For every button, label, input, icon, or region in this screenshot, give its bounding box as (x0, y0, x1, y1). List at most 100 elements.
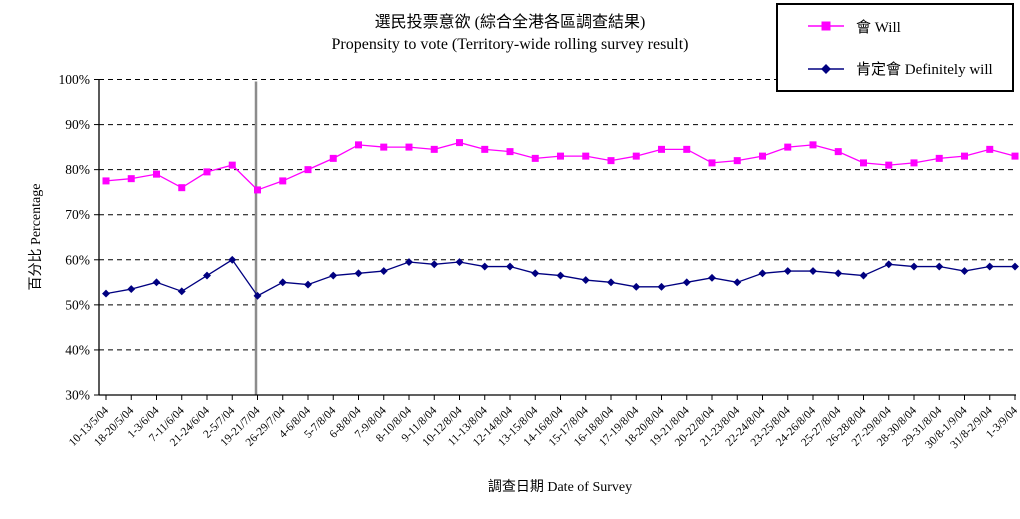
series-1-marker (960, 267, 969, 276)
legend-item-will: 會 Will (808, 16, 1012, 37)
legend-label-definitely-will: 肯定會 Definitely will (856, 62, 993, 79)
series-1-marker (859, 271, 868, 280)
series-1-marker (253, 291, 262, 300)
magenta-line-square-marker-icon (808, 21, 844, 31)
series-1-marker (405, 258, 413, 266)
series-0-marker (733, 157, 741, 165)
series-0-marker (228, 161, 236, 169)
series-1-marker (228, 255, 237, 264)
series-1-marker (177, 287, 186, 296)
series-0-marker (153, 170, 160, 178)
series-0-marker (582, 152, 590, 160)
data-series (102, 139, 1019, 300)
series-1-marker (834, 269, 843, 278)
series-0-marker (380, 143, 388, 151)
series-0-marker (961, 152, 968, 160)
series-1-marker (304, 280, 312, 289)
series-0-marker (355, 141, 362, 149)
series-0-marker (203, 168, 211, 176)
series-0-marker (910, 159, 918, 167)
series-0-marker (860, 159, 867, 167)
legend-item-definitely-will: 肯定會 Definitely will (808, 58, 1012, 79)
series-0-marker (683, 145, 691, 153)
chart-title-block: 選民投票意欲 (綜合全港各區調查結果) Propensity to vote (… (0, 12, 1020, 55)
series-1-marker (379, 267, 388, 276)
series-0-marker (557, 152, 564, 160)
series-1-marker (329, 271, 338, 280)
series-1-marker (884, 260, 893, 269)
series-1-marker (127, 285, 136, 294)
legend-label-will: 會 Will (856, 19, 901, 36)
series-0-marker (102, 177, 110, 185)
series-0-marker (935, 154, 943, 162)
series-1-marker (531, 269, 540, 278)
series-0-marker (784, 143, 792, 151)
y-tick-label: 90% (65, 117, 90, 132)
series-0-marker (178, 184, 186, 192)
chart-title: 選民投票意欲 (綜合全港各區調查結果) (374, 14, 646, 31)
series-0-marker (885, 161, 893, 169)
chart-subtitle: Propensity to vote (Territory-wide rolli… (331, 35, 689, 53)
y-tick-label: 100% (59, 72, 91, 87)
series-1-marker (935, 262, 944, 271)
series-1-marker (102, 289, 110, 298)
series-1-marker (758, 269, 767, 278)
x-axis-tick-labels: 10-13/5/0418-20/5/041-3/6/047-11/6/0421-… (67, 404, 1020, 451)
series-1-marker (985, 262, 994, 271)
series-1-marker (581, 276, 590, 285)
series-0-marker (279, 177, 287, 185)
series-1-marker (783, 267, 792, 276)
series-0-marker (834, 148, 842, 156)
series-0-marker (304, 166, 312, 174)
series-1-marker (455, 258, 464, 266)
series-0-marker (658, 145, 665, 153)
series-1-marker (1011, 262, 1019, 271)
series-0-marker (430, 145, 438, 153)
series-0-marker (254, 186, 261, 194)
series-0-marker (986, 145, 994, 153)
x-axis-title: 調查日期 Date of Survey (488, 479, 632, 495)
series-1-marker (354, 269, 363, 278)
series-0-marker (481, 145, 489, 153)
series-0-marker (531, 154, 539, 162)
series-1-marker (556, 271, 565, 280)
y-tick-label: 40% (65, 342, 90, 357)
series-1-marker (809, 267, 817, 276)
series-1-marker (278, 278, 287, 287)
series-0-marker (1011, 152, 1019, 160)
axes (94, 79, 1016, 400)
series-0-marker (759, 152, 766, 160)
series-0-marker (405, 143, 413, 151)
series-1-marker (632, 282, 641, 291)
series-1-marker (910, 262, 918, 271)
series-1-marker (480, 262, 489, 271)
y-axis-tick-labels: 30% 40% 50% 60% 70% 80% 90% 100% (59, 72, 91, 403)
series-1-marker (607, 278, 615, 287)
series-1-marker (203, 271, 211, 280)
series-0-marker (329, 154, 337, 162)
y-tick-label: 80% (65, 162, 90, 177)
series-0-marker (607, 157, 615, 165)
series-1-marker (152, 278, 161, 287)
series-1-marker (430, 260, 439, 269)
series-0-marker (809, 141, 817, 149)
series-1-marker (733, 278, 742, 287)
series-0-marker (632, 152, 640, 160)
series-1-marker (708, 273, 716, 282)
series-1-marker (682, 278, 691, 287)
series-0-marker (506, 148, 514, 156)
y-tick-label: 50% (65, 297, 90, 312)
y-tick-label: 30% (65, 388, 90, 403)
y-tick-label: 70% (65, 207, 90, 222)
navy-line-diamond-marker-icon (808, 63, 844, 74)
series-0-marker (456, 139, 463, 147)
series-line-0 (105, 141, 1016, 191)
y-tick-label: 60% (65, 252, 90, 267)
series-0-marker (127, 175, 135, 183)
legend: 會 Will 肯定會 Definitely will (776, 3, 1014, 92)
series-1-marker (657, 282, 666, 291)
series-0-marker (708, 159, 716, 167)
y-axis-title: 百分比 Percentage (28, 184, 44, 291)
gridlines (99, 79, 1016, 351)
